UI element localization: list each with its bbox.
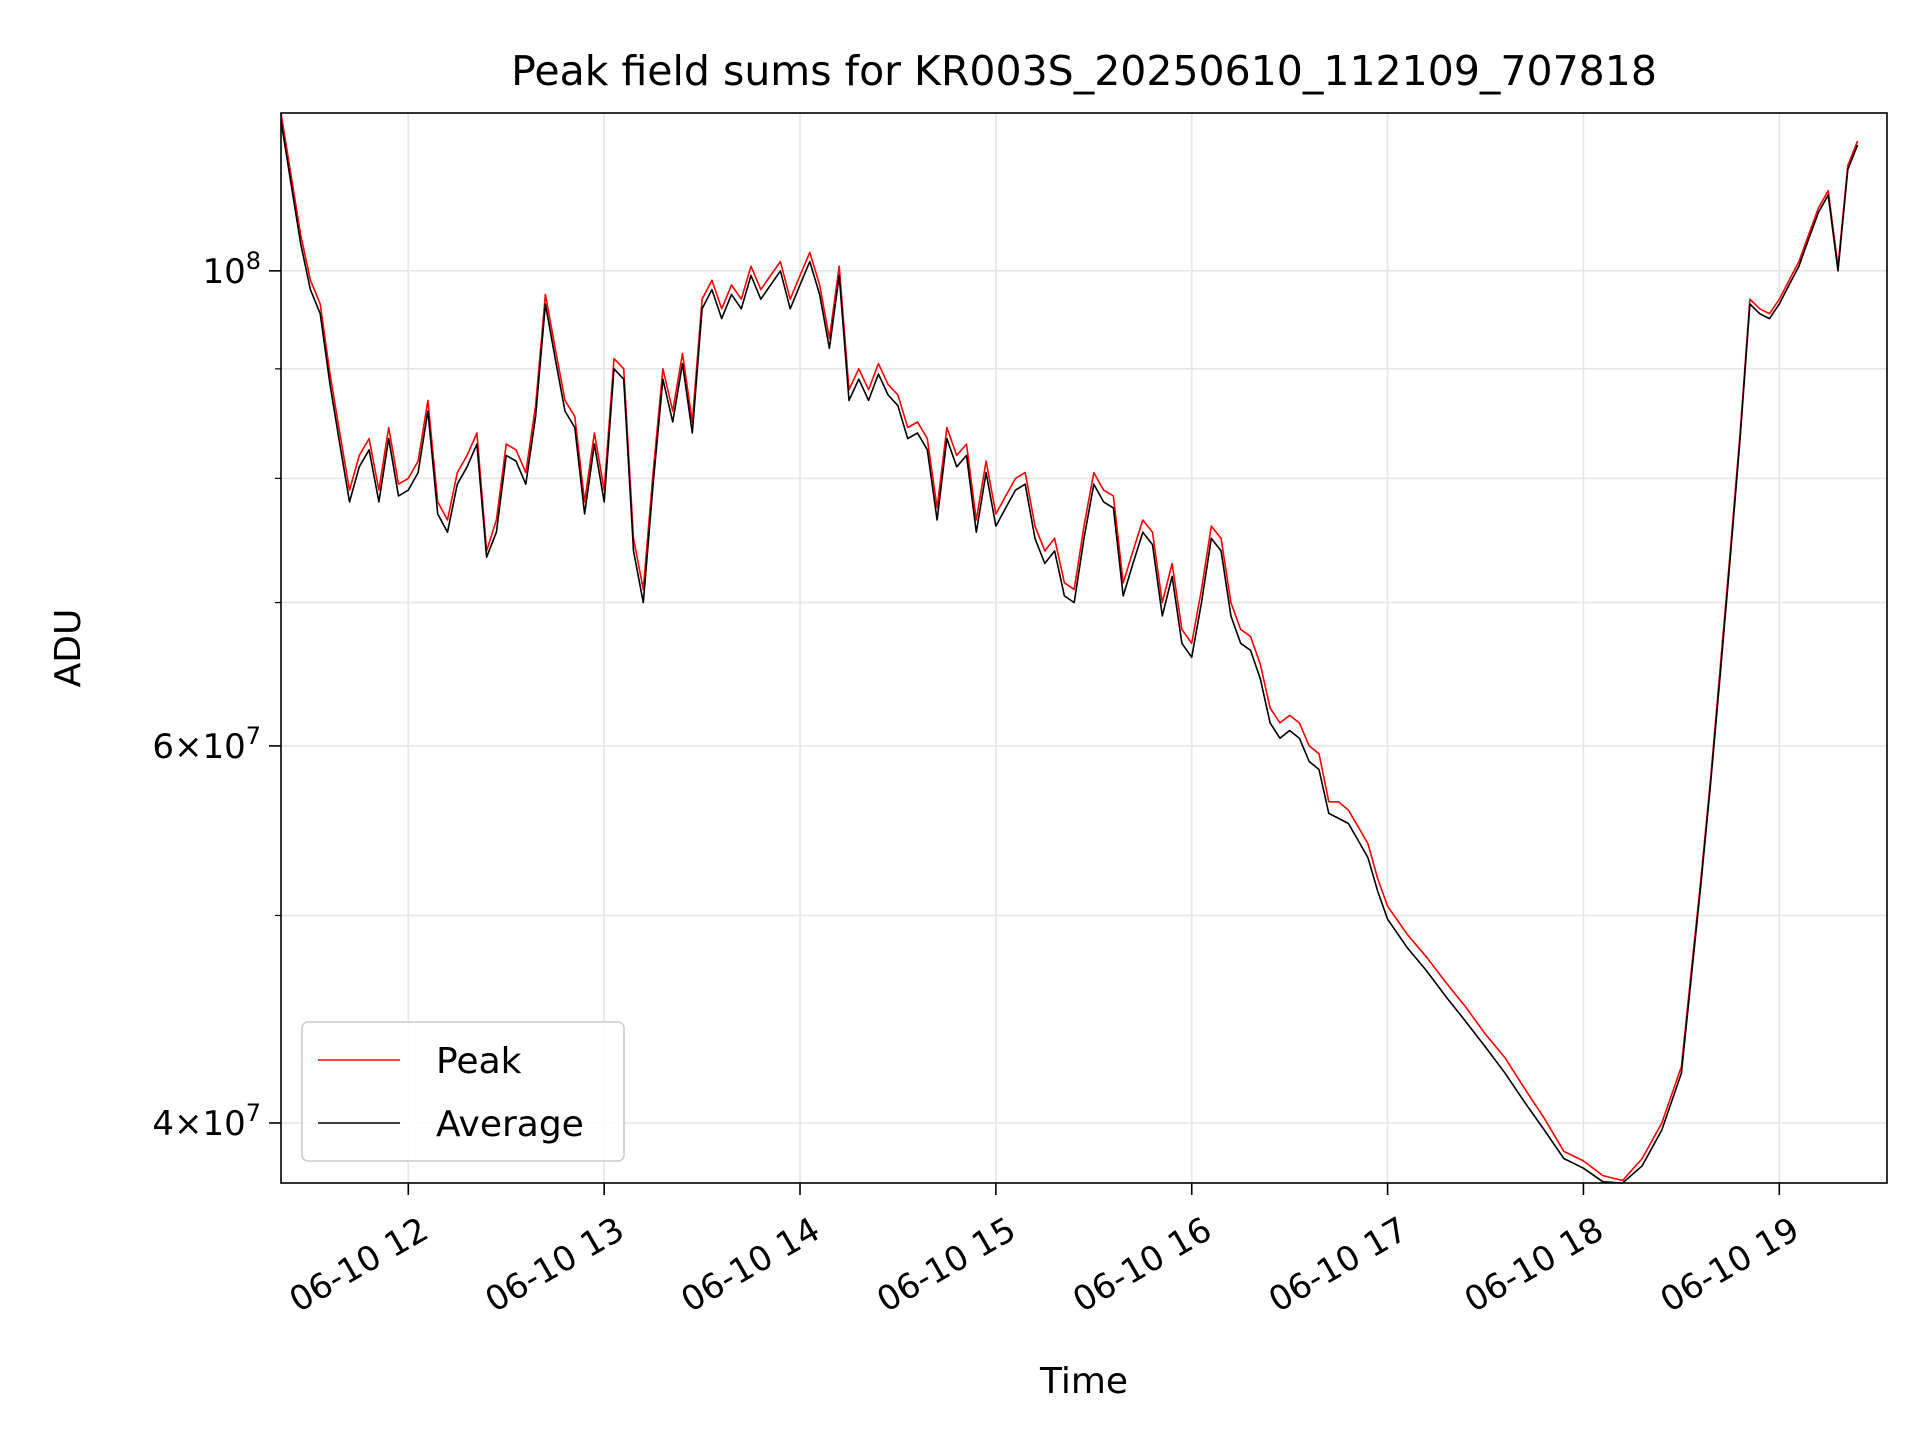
y-axis-label: ADU xyxy=(48,609,89,688)
x-tick-label: 06-10 19 xyxy=(1654,1210,1806,1321)
x-axis-label: Time xyxy=(1039,1361,1128,1402)
legend-box xyxy=(301,1021,625,1162)
series-line-average xyxy=(280,120,1859,1184)
y-tick-label: 6×107 xyxy=(152,722,261,767)
x-tick-label: 06-10 16 xyxy=(1066,1210,1218,1321)
y-axis-ticks: 4×107 6×107 108 xyxy=(152,247,281,1144)
grid xyxy=(281,113,1887,1183)
series-line-peak xyxy=(280,112,1859,1182)
x-tick-label: 06-10 17 xyxy=(1262,1210,1414,1321)
plot-frame xyxy=(280,112,1888,1184)
x-tick-label: 06-10 18 xyxy=(1458,1210,1610,1321)
x-axis-ticks: 06-10 12 06-10 13 06-10 14 06-10 15 06-10 16… xyxy=(283,1183,1806,1321)
x-tick-label: 06-10 15 xyxy=(870,1210,1022,1321)
series-lines xyxy=(280,112,1859,1184)
chart-title: Peak field sums for KR003S_20250610_1121… xyxy=(511,47,1657,95)
x-tick-label: 06-10 12 xyxy=(283,1210,435,1321)
legend-peak-label: Peak xyxy=(436,1041,522,1082)
legend-average-label: Average xyxy=(436,1104,584,1145)
y-tick-label: 4×107 xyxy=(152,1099,261,1144)
x-tick-label: 06-10 14 xyxy=(675,1210,827,1321)
y-tick-label: 108 xyxy=(202,247,261,292)
x-tick-label: 06-10 13 xyxy=(479,1210,631,1321)
legend: Peak Average xyxy=(301,1021,625,1162)
